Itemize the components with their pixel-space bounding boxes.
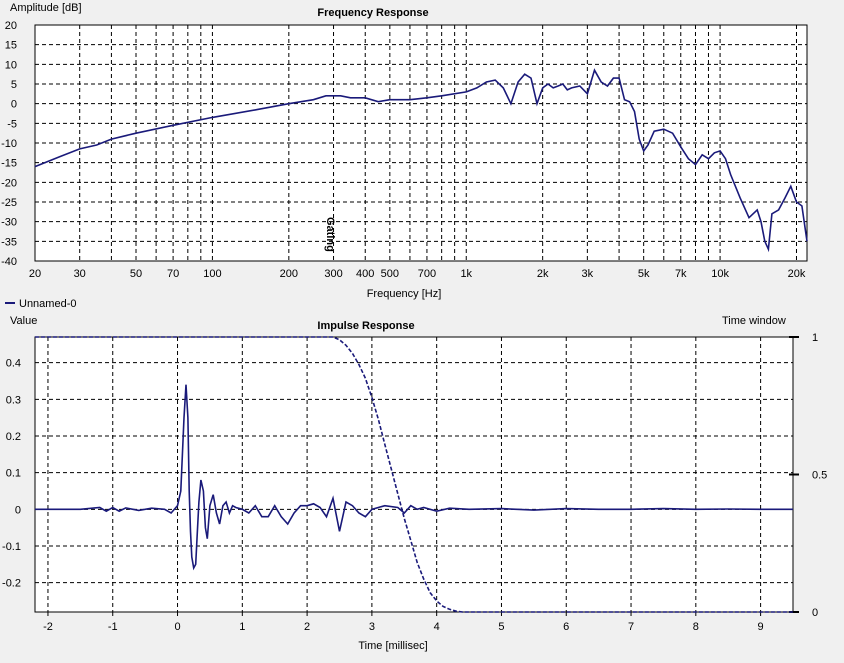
legend-label[interactable]: Unnamed-0	[19, 298, 76, 310]
time-window-tick-label: 0	[812, 607, 818, 619]
frequency-y-tick-label: -25	[1, 197, 17, 209]
time-window-axis-label: Time window	[722, 315, 786, 327]
impulse-x-tick-label: 5	[498, 621, 504, 633]
impulse-y-tick-label: 0.3	[6, 394, 21, 406]
frequency-x-axis-label: Frequency [Hz]	[367, 288, 442, 300]
impulse-y-tick-label: -0.1	[2, 541, 21, 553]
frequency-y-tick-label: 15	[5, 40, 17, 52]
impulse-response-chart: Impulse Response Value Time window Time …	[2, 315, 827, 652]
frequency-x-tick-label: 10k	[711, 268, 729, 280]
impulse-x-tick-label: 9	[758, 621, 764, 633]
frequency-x-tick-label: 700	[418, 268, 436, 280]
impulse-grid	[35, 337, 793, 616]
impulse-y-axis-label: Value	[10, 315, 37, 327]
frequency-y-tick-label: -15	[1, 158, 17, 170]
impulse-x-ticks: -2 -1 0 1 2 3 4 5 6 7 8 9	[43, 621, 764, 633]
frequency-y-tick-label: -5	[7, 118, 17, 130]
frequency-y-tick-label: 10	[5, 59, 17, 71]
impulse-plot-area[interactable]	[34, 336, 794, 613]
impulse-x-tick-label: 6	[563, 621, 569, 633]
frequency-x-ticks: 20 30 50 70 100 200 300 400 500 700 1k 2k 3k 5k 7k 10k 2…	[29, 268, 806, 280]
frequency-x-tick-label: 2k	[537, 268, 549, 280]
gating-marker-label[interactable]: Gating	[324, 217, 336, 252]
frequency-y-tick-label: -30	[1, 217, 17, 229]
time-window-curve	[35, 336, 793, 613]
frequency-x-tick-label: 7k	[675, 268, 687, 280]
frequency-x-tick-label: 30	[74, 268, 86, 280]
frequency-y-ticks: 20 15 10 5 0 -5 -10 -15 -20 -25 -30 -35 -40	[1, 20, 17, 268]
frequency-y-tick-label: -35	[1, 236, 17, 248]
impulse-x-tick-label: 2	[304, 621, 310, 633]
frequency-x-tick-label: 5k	[638, 268, 650, 280]
frequency-x-tick-label: 1k	[460, 268, 472, 280]
frequency-y-tick-label: -40	[1, 256, 17, 268]
frequency-y-tick-label: -20	[1, 177, 17, 189]
impulse-y-tick-label: 0.1	[6, 468, 21, 480]
impulse-y-tick-label: 0	[15, 504, 21, 516]
impulse-y-tick-label: -0.2	[2, 578, 21, 590]
frequency-y-tick-label: 5	[11, 79, 17, 91]
impulse-x-tick-label: 3	[369, 621, 375, 633]
impulse-x-tick-label: 7	[628, 621, 634, 633]
impulse-x-tick-label: -2	[43, 621, 53, 633]
frequency-x-tick-label: 200	[280, 268, 298, 280]
impulse-x-tick-label: 8	[693, 621, 699, 633]
frequency-grid	[35, 25, 807, 261]
impulse-response-line	[35, 384, 793, 571]
frequency-y-axis-label: Amplitude [dB]	[10, 2, 82, 14]
legend: Unnamed-0	[5, 298, 76, 310]
time-window-ticks: 10.50	[789, 332, 827, 619]
impulse-x-tick-label: -1	[108, 621, 118, 633]
time-window-tick-label: 0.5	[812, 470, 827, 482]
frequency-x-tick-label: 400	[356, 268, 374, 280]
frequency-x-tick-label: 100	[203, 268, 221, 280]
impulse-x-tick-label: 0	[174, 621, 180, 633]
frequency-x-tick-label: 70	[167, 268, 179, 280]
frequency-x-tick-label: 300	[324, 268, 342, 280]
frequency-x-tick-label: 3k	[582, 268, 594, 280]
frequency-y-tick-label: 0	[11, 99, 17, 111]
impulse-y-tick-label: 0.4	[6, 358, 21, 370]
frequency-x-tick-label: 20	[29, 268, 41, 280]
impulse-y-tick-label: 0.2	[6, 431, 21, 443]
frequency-response-chart: Frequency Response Amplitude [dB] Freque…	[1, 2, 808, 300]
frequency-y-tick-label: 20	[5, 20, 17, 32]
frequency-chart-title: Frequency Response	[317, 7, 428, 19]
impulse-y-ticks: 0.4 0.3 0.2 0.1 0 -0.1 -0.2	[2, 358, 21, 590]
time-window-tick-label: 1	[812, 332, 818, 344]
impulse-x-tick-label: 1	[239, 621, 245, 633]
frequency-y-tick-label: -10	[1, 138, 17, 150]
frequency-x-tick-label: 20k	[788, 268, 806, 280]
frequency-response-line	[34, 68, 808, 253]
impulse-x-tick-label: 4	[434, 621, 440, 633]
frequency-x-tick-label: 500	[381, 268, 399, 280]
impulse-x-axis-label: Time [millisec]	[358, 640, 427, 652]
frequency-x-tick-label: 50	[130, 268, 142, 280]
impulse-chart-title: Impulse Response	[317, 320, 414, 332]
